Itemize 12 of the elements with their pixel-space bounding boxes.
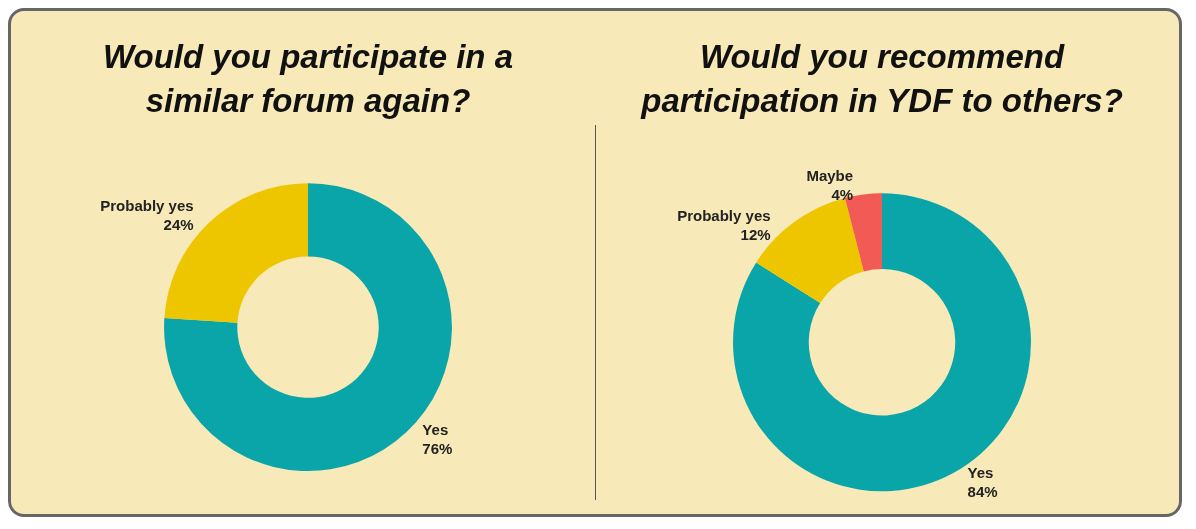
data-label: 12% [740,225,771,243]
chart-title: Would you recommend participation in YDF to others? [640,37,1123,119]
data-label: 24% [163,215,194,233]
data-label: 84% [967,482,998,500]
slice-label: Probably yes [677,206,771,224]
slice-label: Yes [422,421,449,439]
data-label: 76% [422,440,453,458]
slice-label: Probably yes [100,196,194,214]
data-label: 4% [831,185,854,203]
slice-label: Yes [967,463,994,481]
chart-title: Would you participate in a similar forum again? [102,37,514,119]
slice-label: Maybe [806,166,854,184]
